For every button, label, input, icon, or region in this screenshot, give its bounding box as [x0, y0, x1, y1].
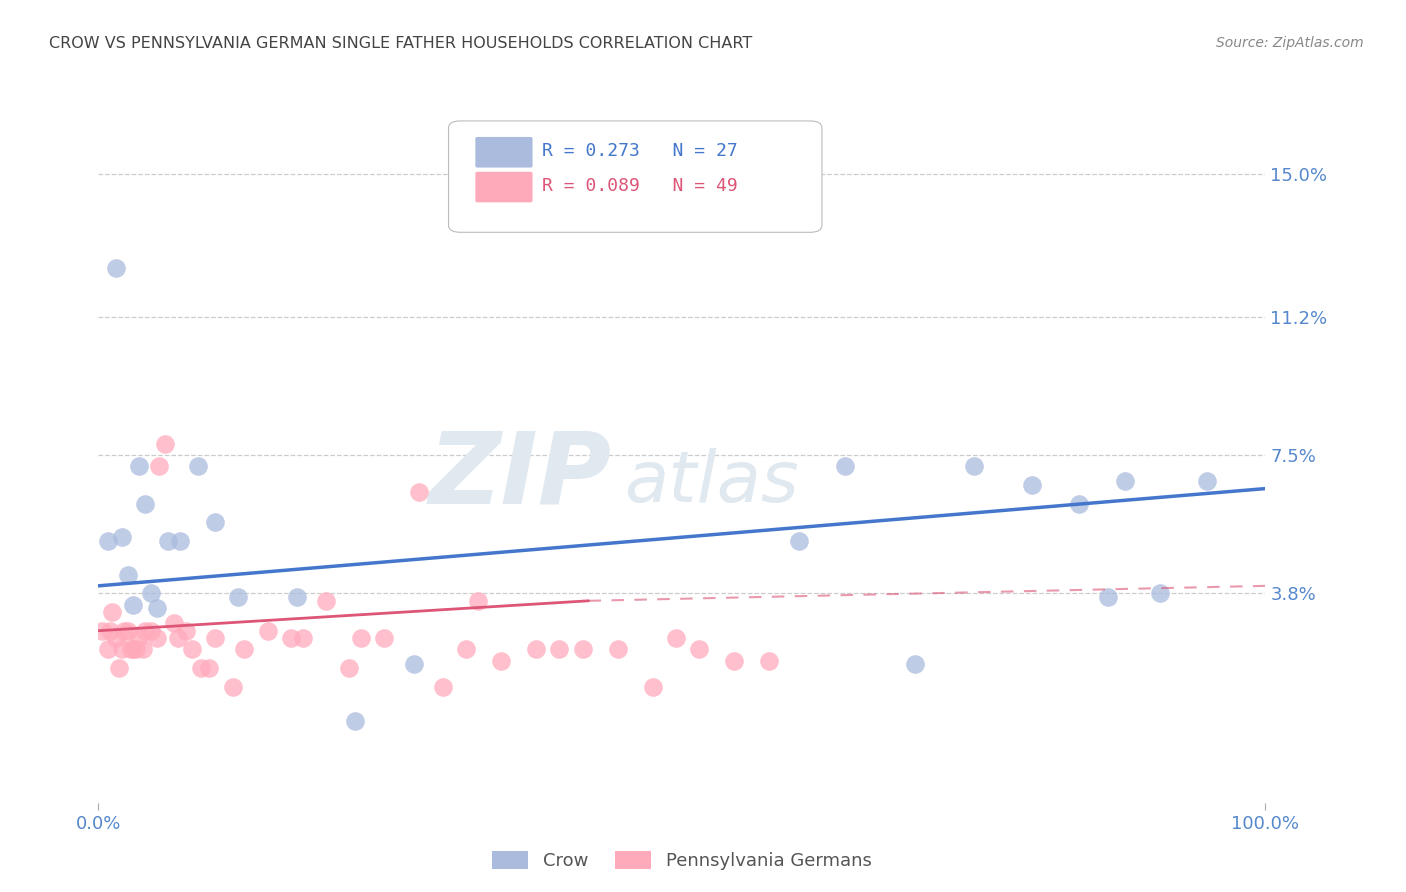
Point — [758, 654, 780, 668]
Point — [787, 533, 810, 548]
Point — [408, 485, 430, 500]
Point — [190, 661, 212, 675]
Point — [723, 654, 745, 668]
Point — [1067, 497, 1090, 511]
Point — [280, 631, 302, 645]
Point — [128, 631, 150, 645]
Point — [337, 661, 360, 675]
Point — [1097, 590, 1119, 604]
Point — [315, 594, 337, 608]
Point — [187, 459, 209, 474]
Point — [350, 631, 373, 645]
Point — [108, 661, 131, 675]
Point — [1195, 474, 1218, 488]
Point — [524, 642, 547, 657]
Point — [169, 533, 191, 548]
Point — [117, 624, 139, 638]
Point — [1114, 474, 1136, 488]
Text: R = 0.089   N = 49: R = 0.089 N = 49 — [541, 177, 738, 194]
Point — [134, 624, 156, 638]
Point — [134, 497, 156, 511]
Point — [904, 657, 927, 672]
Point — [101, 605, 124, 619]
Point — [256, 624, 278, 638]
FancyBboxPatch shape — [449, 121, 823, 232]
Point — [139, 624, 162, 638]
Text: Source: ZipAtlas.com: Source: ZipAtlas.com — [1216, 36, 1364, 50]
Point — [139, 586, 162, 600]
Point — [198, 661, 221, 675]
Point — [454, 642, 477, 657]
Point — [163, 616, 186, 631]
Point — [157, 533, 180, 548]
Point — [1021, 478, 1043, 492]
Legend: Crow, Pennsylvania Germans: Crow, Pennsylvania Germans — [485, 844, 879, 877]
Point — [834, 459, 856, 474]
Point — [97, 642, 120, 657]
Point — [233, 642, 256, 657]
Point — [166, 631, 188, 645]
Point — [432, 680, 454, 694]
Point — [606, 642, 628, 657]
Point — [402, 657, 425, 672]
Point — [125, 642, 148, 657]
Point — [228, 590, 250, 604]
Point — [174, 624, 197, 638]
Point — [117, 567, 139, 582]
Point — [111, 530, 134, 544]
Point — [641, 680, 664, 694]
Point — [111, 642, 134, 657]
Point — [104, 260, 127, 275]
Point — [120, 642, 142, 657]
Point — [122, 598, 145, 612]
Text: R = 0.273   N = 27: R = 0.273 N = 27 — [541, 142, 738, 160]
Point — [962, 459, 984, 474]
Point — [128, 459, 150, 474]
Text: atlas: atlas — [624, 449, 799, 517]
Point — [221, 680, 243, 694]
Point — [112, 624, 135, 638]
Point — [344, 714, 367, 728]
Point — [90, 624, 112, 638]
Text: CROW VS PENNSYLVANIA GERMAN SINGLE FATHER HOUSEHOLDS CORRELATION CHART: CROW VS PENNSYLVANIA GERMAN SINGLE FATHE… — [49, 36, 752, 51]
Point — [688, 642, 710, 657]
Point — [1149, 586, 1171, 600]
Point — [204, 515, 226, 529]
Point — [665, 631, 688, 645]
Text: ZIP: ZIP — [429, 427, 612, 524]
Point — [98, 624, 121, 638]
Point — [122, 642, 145, 657]
Point — [180, 642, 202, 657]
Point — [153, 436, 176, 450]
Point — [285, 590, 308, 604]
Point — [132, 642, 155, 657]
Point — [146, 601, 169, 615]
Point — [204, 631, 226, 645]
Point — [146, 631, 169, 645]
Point — [148, 459, 170, 474]
FancyBboxPatch shape — [475, 137, 533, 168]
Point — [104, 631, 127, 645]
Point — [467, 594, 489, 608]
Point — [291, 631, 314, 645]
Point — [571, 642, 593, 657]
FancyBboxPatch shape — [475, 172, 533, 202]
Point — [373, 631, 395, 645]
Point — [489, 654, 512, 668]
Point — [97, 533, 120, 548]
Point — [548, 642, 571, 657]
